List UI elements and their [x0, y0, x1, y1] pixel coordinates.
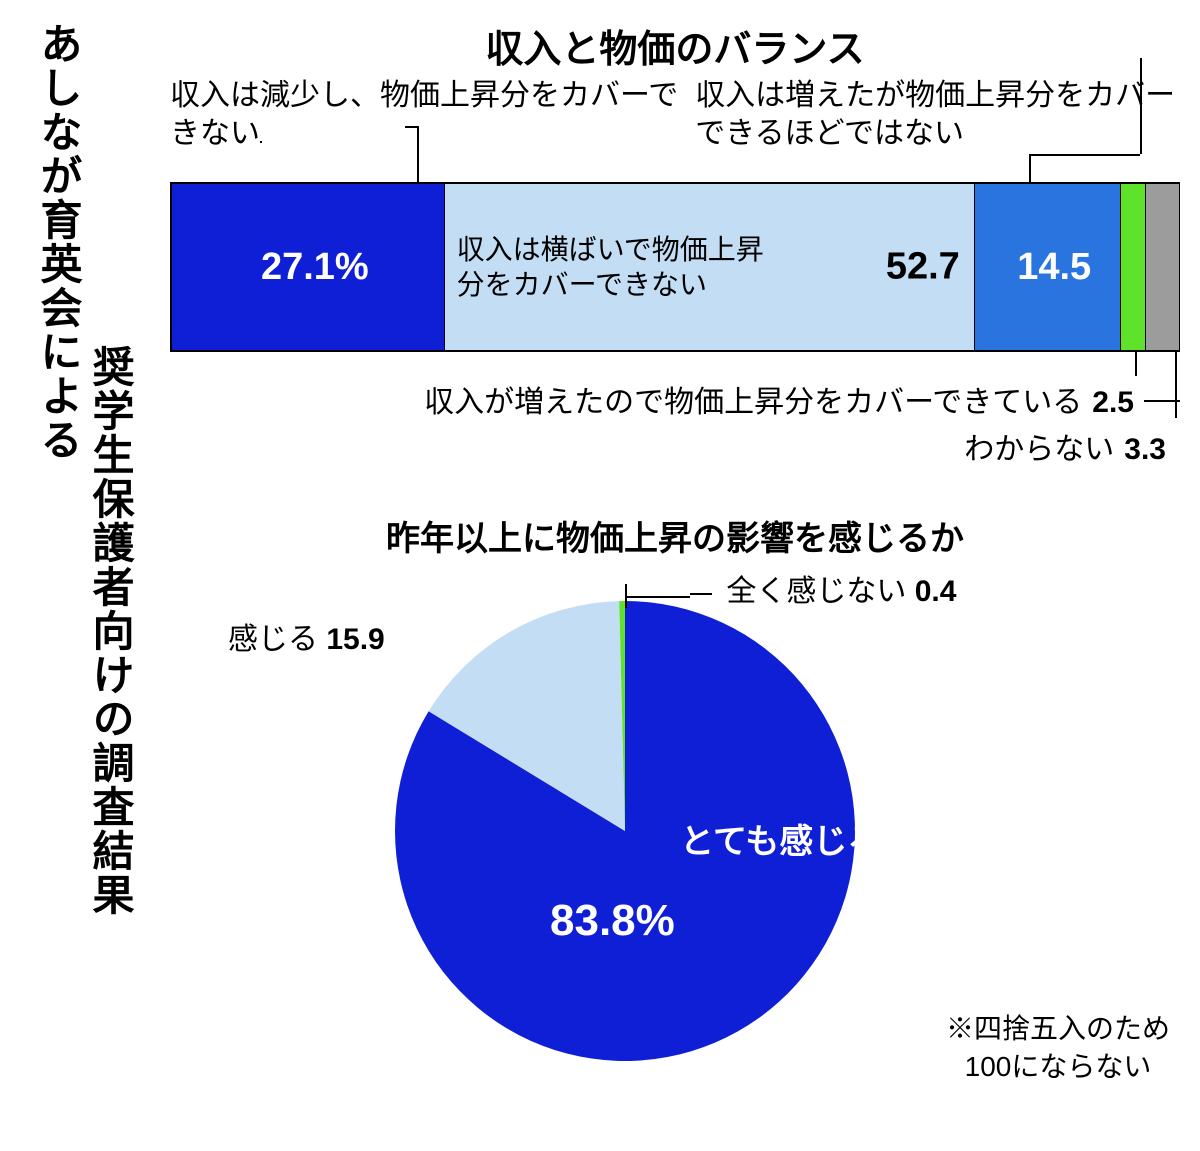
- bar-value-seg3: 2.5: [1092, 380, 1134, 427]
- bar-label-seg4: わからない: [964, 427, 1114, 474]
- bar-segment-3: [1121, 184, 1146, 350]
- footnote: ※四捨五入のため 100にならない: [946, 1010, 1170, 1086]
- pie-label-slice1: 感じる 15.9: [228, 614, 385, 658]
- bar-value-seg1: 52.7: [886, 246, 960, 289]
- bar-callout-lines-top: [170, 154, 1180, 182]
- bar-callout-lines-bottom: [170, 352, 1180, 380]
- pie-chart-title: 昨年以上に物価上昇の影響を感じるか: [170, 511, 1180, 560]
- bar-below-labels: 収入が増えたので物価上昇分をカバーできている 2.5 わからない 3.3: [170, 380, 1180, 473]
- pie-label-slice2: 全く感じない 0.4: [690, 566, 956, 610]
- bar-segment-2: 14.5: [975, 184, 1121, 350]
- bar-segment-4: [1146, 184, 1179, 350]
- vertical-title-sub: 奨学生保護者向けの調査結果: [80, 345, 141, 917]
- bar-value-seg4: 3.3: [1124, 427, 1166, 474]
- bar-value-seg0: 27.1%: [172, 246, 444, 289]
- bar-segment-1: 収入は横ばいで物価上昇分をカバーできない 52.7: [445, 184, 975, 350]
- stacked-bar: 27.1% 収入は横ばいで物価上昇分をカバーできない 52.7 14.5: [170, 182, 1180, 352]
- bar-label-seg2: 収入は増えたが物価上昇分をカバーできるほどではない: [695, 77, 1180, 152]
- bar-segment-0: 27.1%: [172, 184, 445, 350]
- bar-label-seg3: 収入が増えたので物価上昇分をカバーできている: [424, 380, 1082, 427]
- bar-label-seg0: 収入は減少し、物価上昇分をカバーできない: [170, 77, 695, 152]
- pie-leader-slice2b: [625, 596, 627, 608]
- pie-leader-slice2: [625, 584, 690, 598]
- pie-chart-area: 全く感じない 0.4 感じる 15.9 とても感じる 83.8% ※四捨五入のた…: [170, 566, 1180, 1086]
- content-area: 収入と物価のバランス 収入は減少し、物価上昇分をカバーできない 収入は増えたが物…: [170, 18, 1180, 1086]
- bar-chart-title: 収入と物価のバランス: [170, 18, 1180, 73]
- pie-label-slice0: とても感じる: [680, 814, 881, 863]
- bar-top-labels: 収入は減少し、物価上昇分をカバーできない 収入は増えたが物価上昇分をカバーできる…: [170, 77, 1180, 152]
- bar-inline-label-seg1: 収入は横ばいで物価上昇分をカバーできない: [457, 232, 785, 302]
- bar-value-seg2: 14.5: [975, 246, 1120, 289]
- pie-value-slice0: 83.8%: [550, 896, 675, 946]
